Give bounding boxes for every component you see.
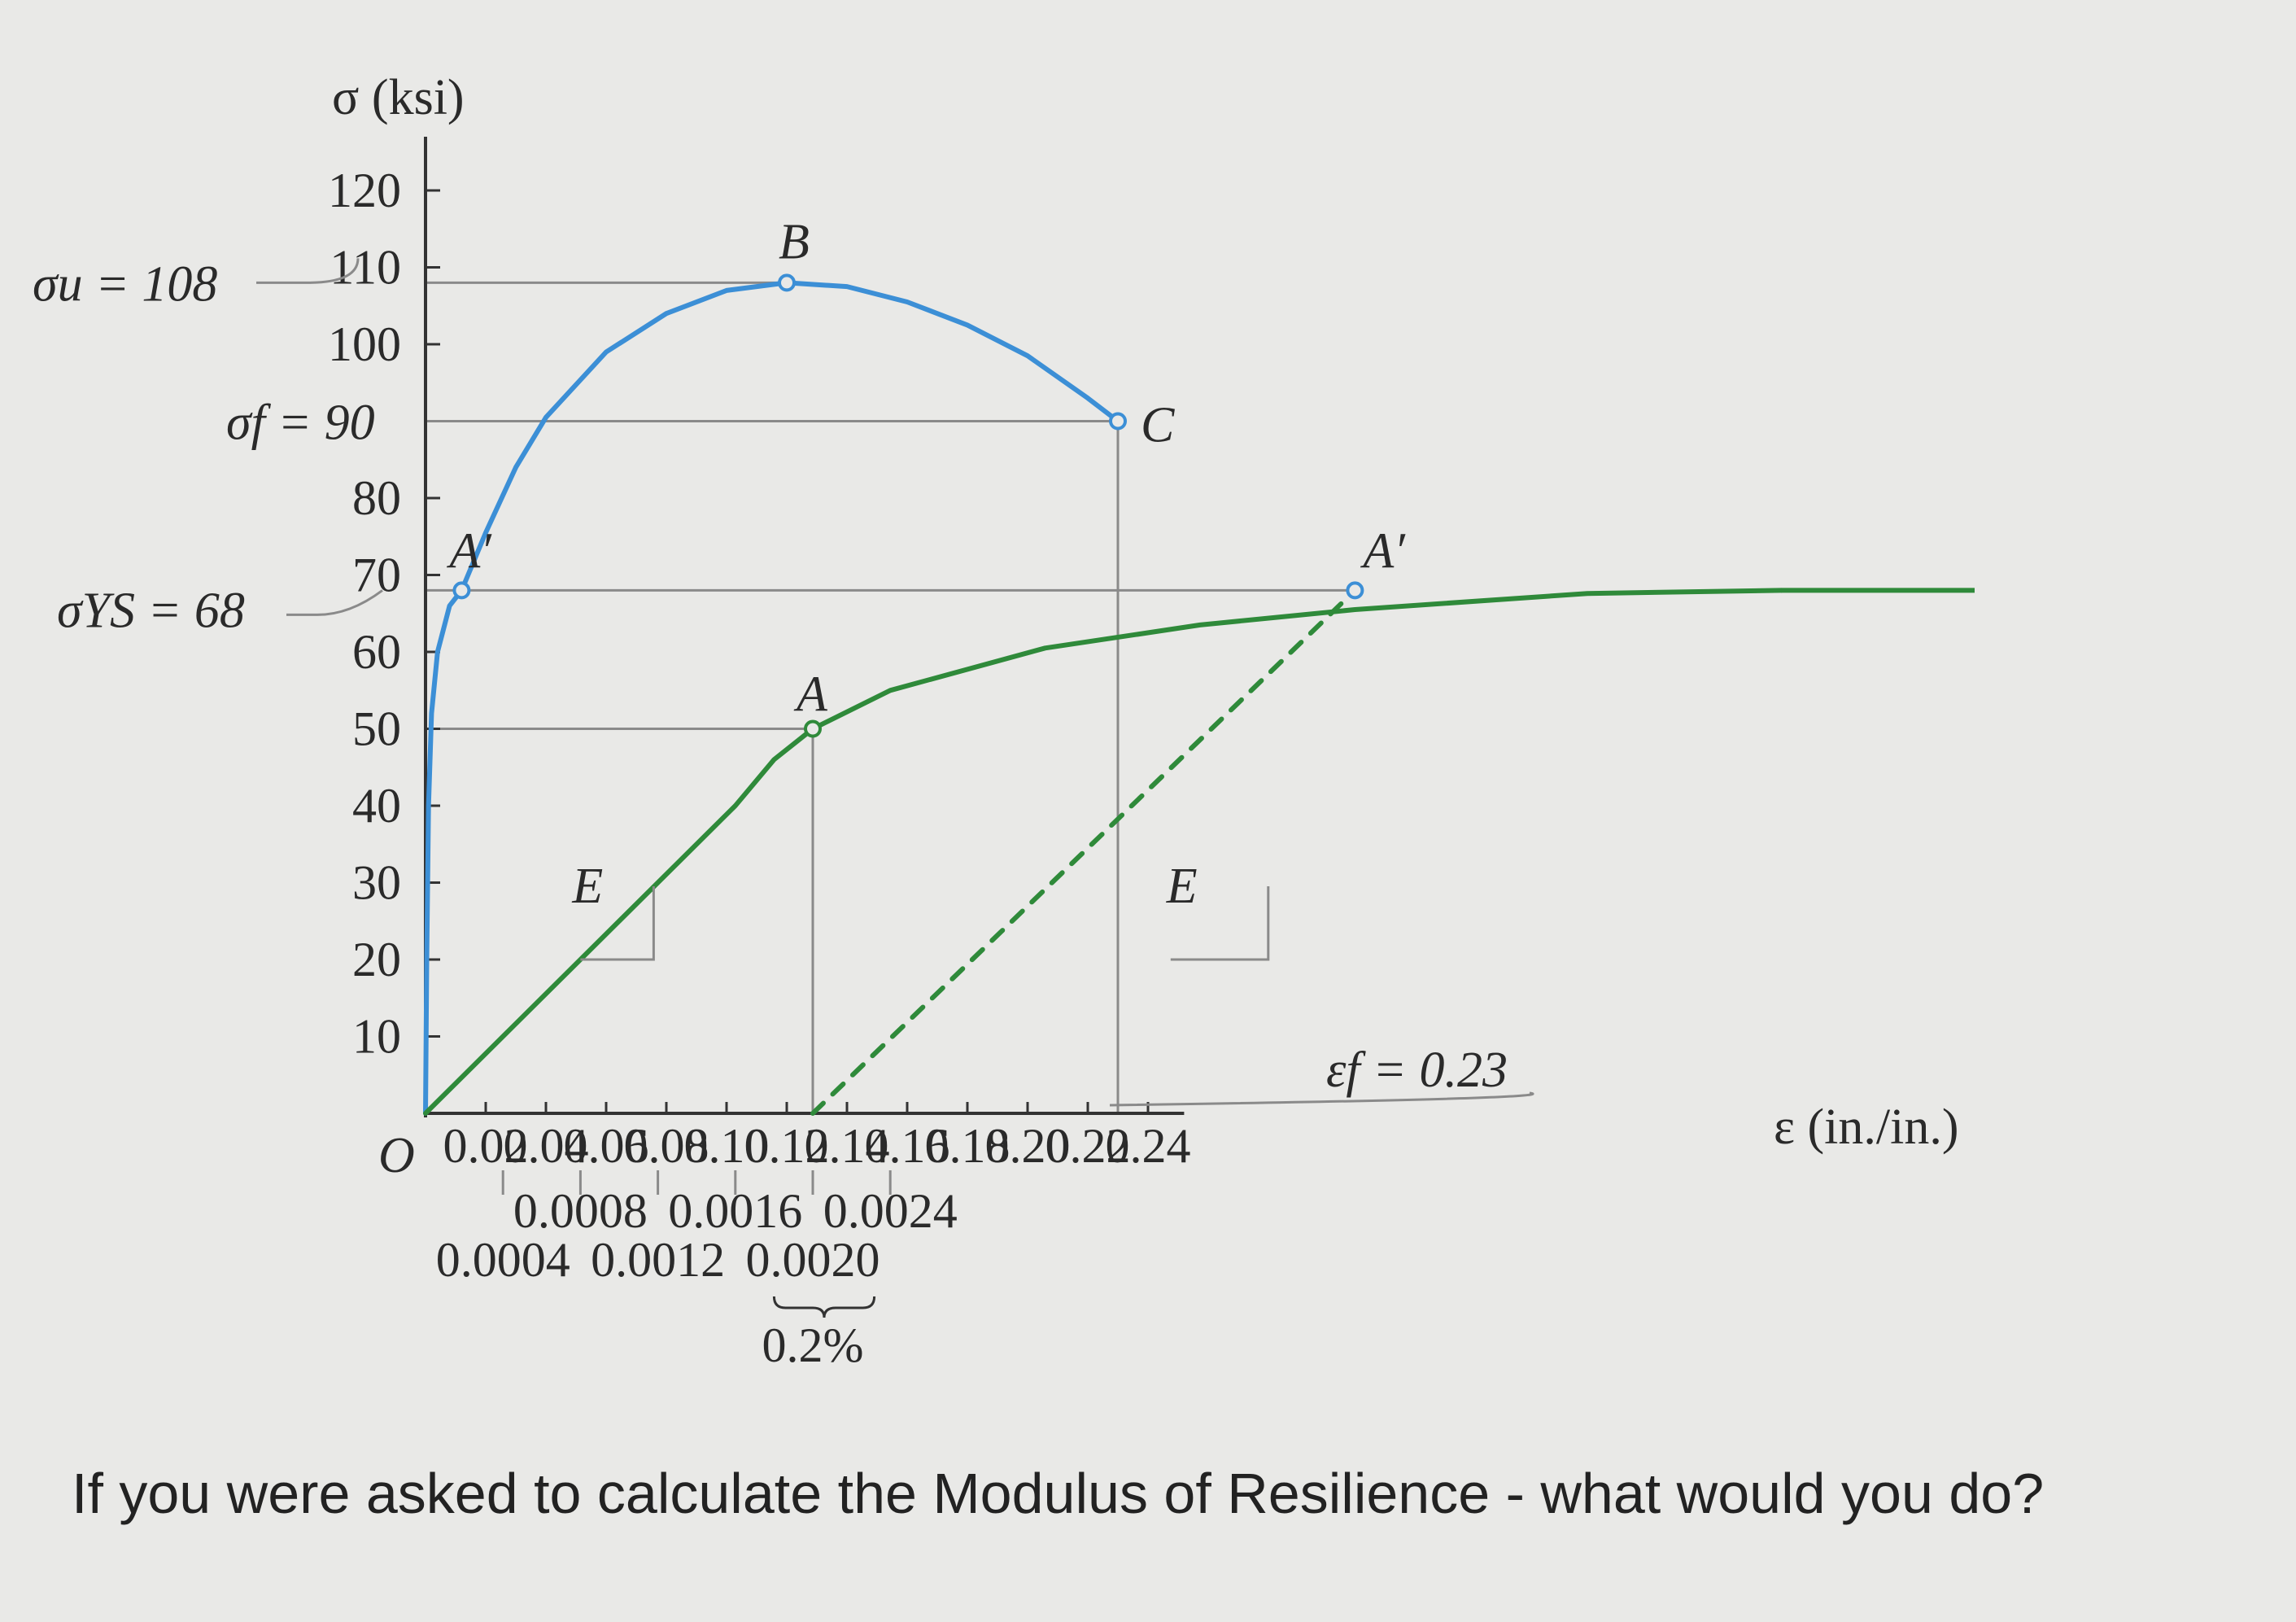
x-tick-label: 0.04 [504, 1119, 589, 1173]
sigma-f-label: σf = 90 [226, 396, 375, 451]
sigma-u-label: σu = 108 [33, 256, 217, 312]
slope-triangle-1 [580, 886, 655, 961]
x-tick-label: 0.20 [985, 1119, 1071, 1173]
question-text: If you were asked to calculate the Modul… [72, 1462, 2045, 1525]
x-axis-title: ε (in./in.) [1774, 1100, 1959, 1155]
y-tick-label: 70 [352, 549, 401, 602]
point-a-prime-label-2: A′ [1360, 523, 1406, 579]
point-a-marker [804, 719, 822, 738]
x-tick-label: 0.14 [805, 1119, 890, 1173]
point-c-label: C [1141, 398, 1175, 453]
small-strain-tick-label: 0.0016 [668, 1184, 802, 1238]
strain-brace [772, 1296, 876, 1318]
curve-small-strain [423, 588, 1783, 1116]
offset-note-label: 0.2% [762, 1318, 864, 1372]
offset-line [810, 588, 1358, 1116]
y-tick-label: 80 [352, 471, 401, 525]
x-tick-label: 0.18 [925, 1119, 1011, 1173]
y-tick-label: 60 [352, 625, 401, 679]
small-strain-tick-label: 0.0004 [436, 1233, 570, 1287]
eps-f-leader [1109, 1091, 1534, 1107]
slope-e-label-2: E [1166, 859, 1198, 914]
x-tick-label: 0.24 [1106, 1119, 1191, 1173]
curves [423, 280, 1975, 1116]
x-tick-label: 0.06 [564, 1119, 649, 1173]
x-tick-label: 0.12 [744, 1119, 830, 1173]
y-tick-label: 50 [352, 702, 401, 756]
origin-label: O [378, 1128, 415, 1183]
slope-triangle-2 [1170, 886, 1270, 961]
tick-marks [426, 189, 1150, 1195]
y-tick-label: 10 [352, 1010, 401, 1064]
curve-large-strain [423, 280, 1120, 1116]
y-tick-label: 110 [330, 241, 401, 295]
sigma-u-leader [256, 258, 360, 284]
y-tick-label: 30 [352, 856, 401, 910]
y-tick-label: 100 [328, 317, 401, 371]
x-tick-label: 0.22 [1045, 1119, 1131, 1173]
eps-f-label: εf = 0.23 [1326, 1043, 1508, 1098]
reference-lines [426, 281, 1355, 1113]
y-tick-label: 40 [352, 779, 401, 833]
point-b-label: B [779, 214, 810, 269]
y-axis-title: σ (ksi) [332, 70, 465, 125]
y-tick-label: 20 [352, 933, 401, 986]
small-strain-tick-label: 0.0024 [823, 1184, 958, 1238]
point-a-prime-label-1: A′ [446, 523, 492, 579]
point-a-label: A [793, 667, 828, 723]
small-strain-tick-label: 0.0020 [746, 1233, 880, 1287]
small-strain-tick-label: 0.0012 [591, 1233, 725, 1287]
point-a-prime-marker-1 [452, 581, 471, 600]
point-c-marker [1109, 412, 1127, 431]
x-tick-label: 0.02 [443, 1119, 529, 1173]
point-markers [452, 273, 1364, 738]
sigma-ys-leader [286, 589, 383, 616]
small-strain-tick-label: 0.0008 [513, 1184, 648, 1238]
y-tick-label: 120 [328, 164, 401, 217]
sigma-ys-label: σYS = 68 [57, 583, 245, 638]
x-tick-label: 0.10 [684, 1119, 770, 1173]
point-a-prime-marker-2 [1346, 581, 1364, 600]
x-tick-label: 0.16 [865, 1119, 950, 1173]
slope-e-label-1: E [571, 859, 603, 914]
x-tick-label: 0.08 [624, 1119, 709, 1173]
labels: 10203040506070801001101200.020.040.060.0… [33, 70, 1959, 1372]
point-b-marker [778, 273, 796, 292]
